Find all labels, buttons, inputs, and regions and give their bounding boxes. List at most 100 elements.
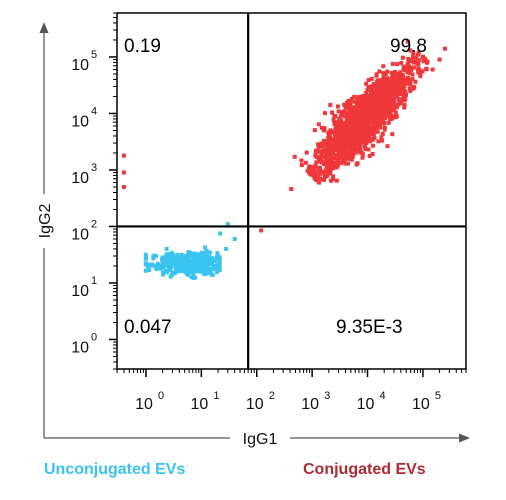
- conjugated-ev-point: [384, 92, 389, 97]
- conjugated-ev-point: [366, 78, 371, 83]
- unconjugated-ev-point: [173, 255, 178, 260]
- conjugated-ev-point: [333, 114, 338, 119]
- conjugated-ev-point: [364, 96, 369, 101]
- conjugated-ev-point: [381, 75, 386, 80]
- unconjugated-ev-point: [190, 260, 195, 265]
- conjugated-ev-point: [366, 99, 371, 104]
- conjugated-ev-point: [350, 131, 355, 136]
- conjugated-ev-point: [399, 60, 404, 65]
- unconjugated-ev-point: [143, 252, 148, 257]
- conjugated-ev-point: [317, 149, 322, 154]
- conjugated-ev-point: [388, 114, 393, 119]
- conjugated-ev-point: [351, 142, 356, 147]
- unconjugated-ev-point: [205, 266, 210, 271]
- conjugated-ev-point: [331, 117, 336, 122]
- conjugated-ev-point: [367, 118, 372, 123]
- conjugated-ev-point: [365, 104, 370, 109]
- conjugated-ev-point: [373, 83, 378, 88]
- unconjugated-ev-point: [199, 251, 204, 256]
- conjugated-ev-point: [377, 125, 382, 130]
- conjugated-ev-point: [375, 78, 380, 83]
- conjugated-ev-point: [327, 140, 332, 145]
- conjugated-ev-point: [387, 109, 392, 114]
- unconjugated-ev-point: [163, 268, 168, 273]
- unconjugated-ev-point: [202, 257, 207, 262]
- unconjugated-ev-point: [164, 246, 169, 251]
- conjugated-ev-point: [351, 105, 356, 110]
- unconjugated-ev-point: [193, 262, 198, 267]
- conjugated-ev-point: [385, 144, 390, 149]
- unconjugated-ev-point: [143, 256, 148, 261]
- unconjugated-ev-point: [194, 257, 199, 262]
- conjugated-ev-outlier: [324, 167, 329, 172]
- conjugated-ev-point: [405, 39, 410, 44]
- conjugated-ev-point: [343, 147, 348, 152]
- unconjugated-ev-point: [148, 263, 153, 268]
- conjugated-ev-point: [337, 129, 342, 134]
- conjugated-ev-point: [366, 147, 371, 152]
- unconjugated-ev-point: [217, 256, 222, 261]
- conjugated-ev-point: [376, 108, 381, 113]
- conjugated-ev-point: [322, 126, 327, 131]
- conjugated-ev-point: [335, 104, 340, 109]
- conjugated-ev-point: [396, 71, 401, 76]
- unconjugated-ev-point: [161, 264, 166, 269]
- conjugated-ev-point: [390, 132, 395, 137]
- unconjugated-ev-point: [169, 264, 174, 269]
- conjugated-ev-point: [405, 61, 410, 66]
- unconjugated-ev-point: [168, 253, 173, 258]
- conjugated-ev-point: [383, 98, 388, 103]
- unconjugated-ev-point: [208, 267, 213, 272]
- conjugated-ev-point: [377, 115, 382, 120]
- unconjugated-ev-point: [211, 264, 216, 269]
- conjugated-ev-point: [345, 128, 350, 133]
- conjugated-ev-point: [346, 106, 351, 111]
- conjugated-ev-point: [369, 108, 374, 113]
- unconjugated-ev-point: [153, 253, 158, 258]
- unconjugated-ev-point: [183, 260, 188, 265]
- conjugated-ev-point: [410, 72, 415, 77]
- conjugated-ev-point: [360, 102, 365, 107]
- unconjugated-ev-point: [173, 259, 178, 264]
- conjugated-ev-point: [417, 58, 422, 63]
- quadrant-upper-left-value: 0.19: [124, 36, 161, 57]
- unconjugated-ev-point: [184, 256, 189, 261]
- y-tick-label-5: 10: [71, 57, 89, 74]
- conjugated-ev-point: [408, 77, 413, 82]
- conjugated-ev-point: [371, 116, 376, 121]
- conjugated-ev-point: [364, 129, 369, 134]
- unconjugated-ev-outlier: [225, 222, 230, 227]
- conjugated-ev-point: [344, 111, 349, 116]
- unconjugated-ev-point: [206, 255, 211, 260]
- conjugated-ev-point: [362, 114, 367, 119]
- conjugated-ev-point: [368, 103, 373, 108]
- conjugated-ev-point: [381, 71, 386, 76]
- conjugated-ev-point: [398, 70, 403, 75]
- conjugated-ev-point: [346, 115, 351, 120]
- conjugated-ev-point: [348, 109, 353, 114]
- conjugated-ev-point: [352, 111, 357, 116]
- conjugated-ev-point: [369, 84, 374, 89]
- unconjugated-ev-point: [182, 257, 187, 262]
- unconjugated-ev-point: [198, 261, 203, 266]
- conjugated-ev-point: [424, 66, 429, 71]
- conjugated-ev-point: [373, 117, 378, 122]
- conjugated-ev-point: [328, 102, 333, 107]
- conjugated-ev-point: [365, 133, 370, 138]
- y-tick-label-2: 10: [71, 226, 89, 243]
- unconjugated-ev-point: [164, 252, 169, 257]
- conjugated-ev-point: [372, 128, 377, 133]
- conjugated-ev-point: [363, 102, 368, 107]
- unconjugated-ev-point: [159, 257, 164, 262]
- conjugated-ev-point: [338, 121, 343, 126]
- conjugated-ev-point: [375, 129, 380, 134]
- conjugated-ev-point: [325, 173, 330, 178]
- conjugated-ev-point: [364, 91, 369, 96]
- quadrant-lower-left-value: 0.047: [124, 317, 172, 338]
- conjugated-ev-point: [379, 120, 384, 125]
- conjugated-ev-point: [319, 144, 324, 149]
- conjugated-ev-point: [381, 64, 386, 69]
- conjugated-ev-point: [365, 114, 370, 119]
- conjugated-ev-point: [337, 118, 342, 123]
